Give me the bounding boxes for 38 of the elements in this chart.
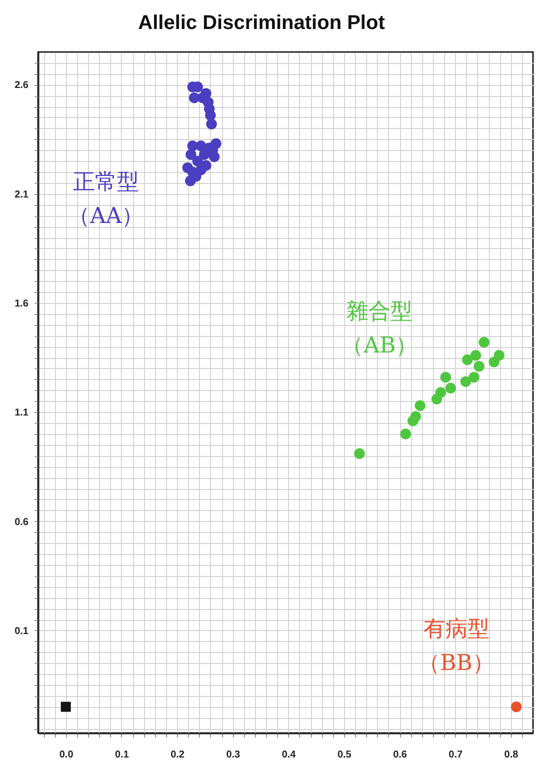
y-tick-label: 2.6 — [14, 80, 29, 92]
point — [440, 372, 452, 383]
point — [435, 387, 446, 398]
x-tick-label: 0.3 — [226, 750, 241, 760]
point — [462, 354, 473, 366]
point — [445, 382, 456, 394]
x-tick-label: 0.7 — [448, 750, 464, 760]
point — [478, 336, 490, 348]
point — [206, 118, 217, 130]
point — [205, 110, 216, 121]
y-tick-label: 1.1 — [14, 408, 29, 419]
point — [460, 376, 472, 387]
y-tick-label: 0.6 — [14, 516, 29, 528]
series-label: 正常型（AA） — [68, 170, 144, 229]
x-tick-label: 0.0 — [59, 750, 74, 760]
x-tick-label: 0.8 — [504, 750, 519, 760]
point — [510, 701, 522, 712]
y-tick-label: 0.1 — [14, 626, 29, 637]
point — [186, 149, 196, 160]
y-tick-label: 2.1 — [14, 189, 29, 200]
series-label: 有病型（BB） — [418, 616, 494, 676]
point — [470, 350, 482, 361]
point — [474, 360, 484, 372]
x-tick-label: 0.4 — [282, 750, 296, 760]
point — [60, 702, 71, 712]
x-tick-label: 0.2 — [170, 750, 185, 760]
series-label: 雜合型（AB） — [342, 299, 418, 358]
point — [410, 411, 422, 422]
y-tick-label: 1.6 — [14, 298, 29, 310]
point — [354, 448, 365, 459]
chart-title: Allelic Discrimination Plot — [138, 12, 386, 34]
point — [494, 350, 504, 361]
x-tick-label: 0.6 — [393, 750, 408, 760]
point — [414, 400, 426, 411]
x-tick-label: 0.1 — [114, 750, 130, 760]
point — [400, 428, 411, 440]
point — [468, 372, 480, 383]
x-tick-label: 0.5 — [337, 750, 352, 760]
